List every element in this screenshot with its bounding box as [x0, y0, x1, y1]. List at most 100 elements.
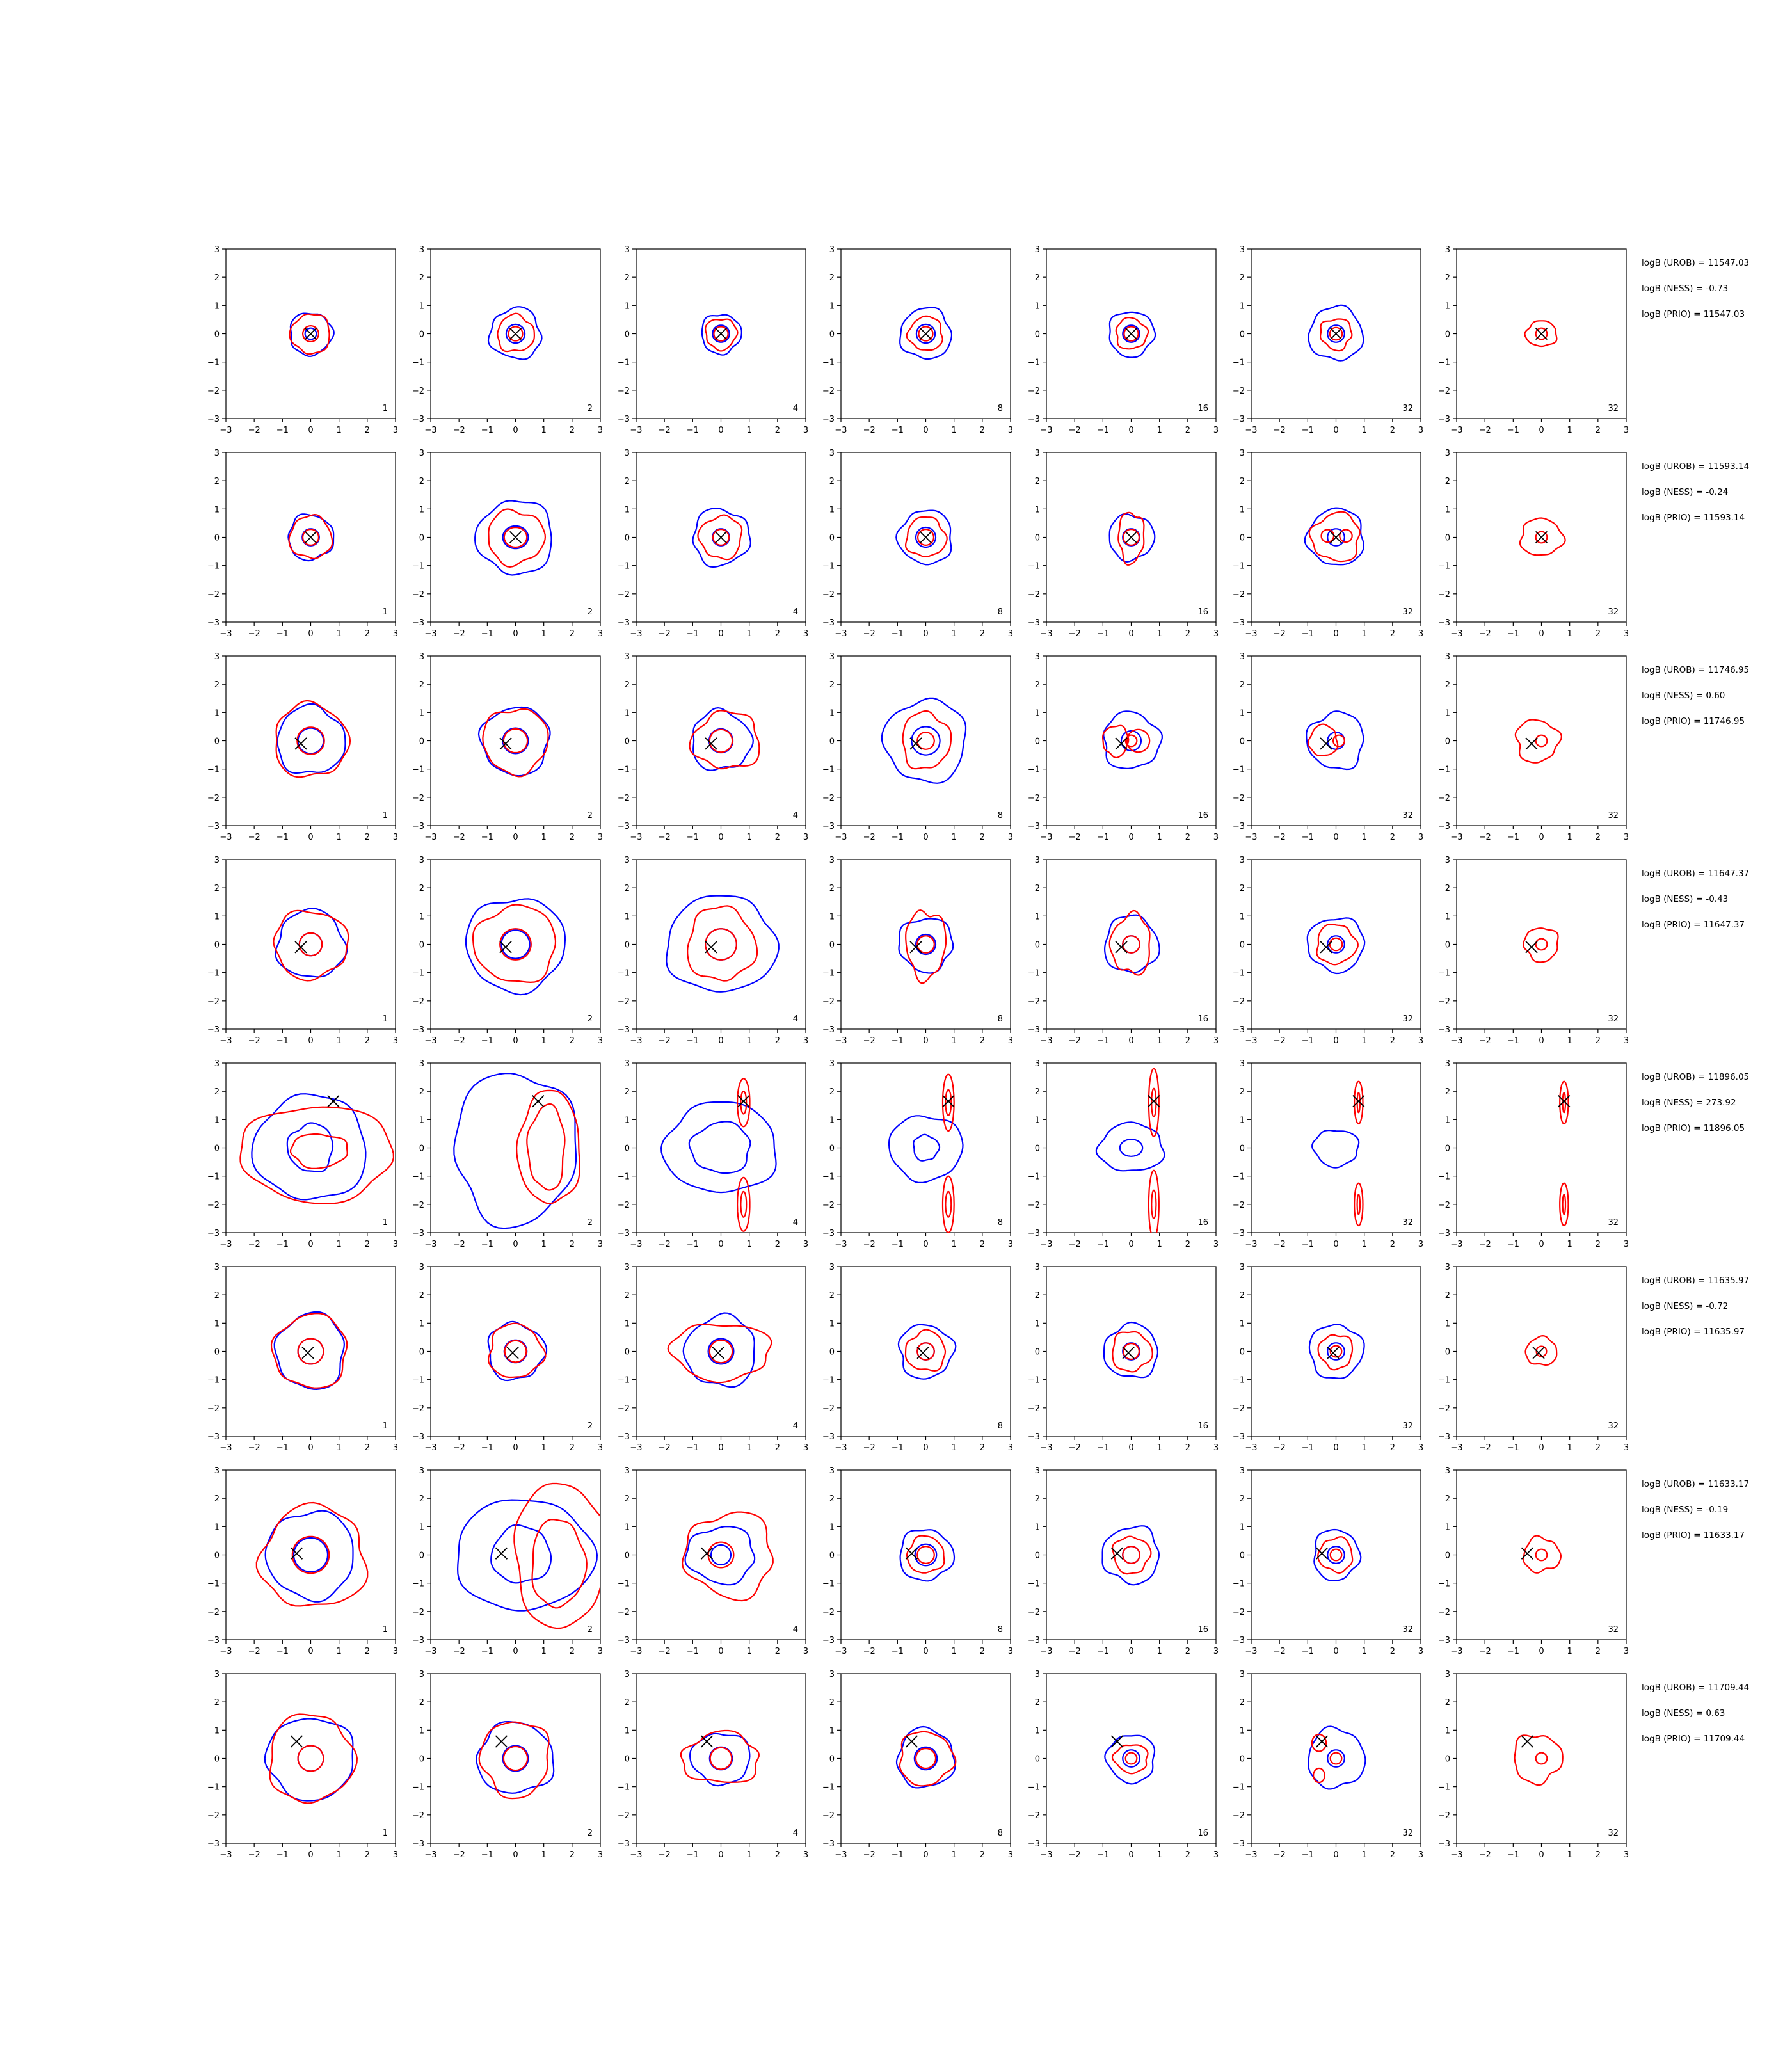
true-value-marker	[1148, 1094, 1160, 1108]
panel-r7-c5: −3−3 −2 −2 −1 −1 0 0 1 1 2 2 3 3 16	[1028, 1466, 1219, 1656]
y-tick-label: 1	[1445, 1523, 1450, 1532]
y-tick-label: 2	[625, 1087, 630, 1097]
x-tick-label: 3	[393, 1850, 398, 1860]
y-tick-label: 0	[625, 941, 630, 950]
y-tick-label: −3	[822, 1636, 835, 1645]
y-tick-label: −3	[412, 618, 424, 628]
y-tick-label: −2	[207, 1404, 220, 1414]
x-tick-label: 1	[337, 833, 342, 842]
y-tick-label: 3	[829, 1059, 835, 1069]
panel-count-label: 32	[1608, 607, 1619, 617]
y-tick-label: −2	[207, 1201, 220, 1210]
y-tick-label: −1	[1438, 765, 1450, 775]
y-tick-label: 1	[1240, 1523, 1245, 1532]
axes-frame	[430, 1469, 601, 1640]
y-tick-label: 2	[1035, 680, 1040, 690]
y-tick-label: −2	[822, 997, 835, 1007]
y-tick-label: 1	[419, 1116, 424, 1125]
plot-area	[701, 314, 742, 356]
x-tick-label: −1	[1302, 1647, 1314, 1656]
y-tick-label: −2	[1438, 1201, 1450, 1210]
y-tick-label: 3	[214, 1059, 220, 1069]
x-tick-label: 0	[1539, 426, 1544, 435]
x-tick-label: −2	[659, 426, 671, 435]
y-tick-label: 2	[829, 1087, 835, 1097]
panel-r4-c2: −3−3 −2 −2 −1 −1 0 0 1 1 2 2 3 3 2	[412, 856, 603, 1046]
y-tick-label: −2	[412, 387, 424, 396]
x-tick-label: 0	[513, 833, 518, 842]
panel-r6-c2: −3−3 −2 −2 −1 −1 0 0 1 1 2 2 3 3 2	[412, 1263, 603, 1453]
x-tick-label: −1	[892, 1647, 904, 1656]
panel-r8-c3: −3−3 −2 −2 −1 −1 0 0 1 1 2 2 3 3 4	[618, 1670, 808, 1860]
stats-row-8: logB (UROB) = 11709.44 logB (NESS) = 0.63…	[1642, 1683, 1749, 1744]
panel-r3-c6: −3−3 −2 −2 −1 −1 0 0 1 1 2 2 3 3 32	[1233, 652, 1423, 842]
x-tick-label: 2	[1185, 1036, 1190, 1046]
red-contour	[1332, 734, 1345, 748]
x-tick-label: −3	[630, 833, 642, 842]
x-tick-label: −2	[863, 1850, 876, 1860]
plot-area	[666, 895, 780, 993]
axes-frame	[1251, 1266, 1421, 1437]
plot-area	[1095, 1068, 1165, 1233]
x-tick-label: −1	[1302, 1443, 1314, 1453]
x-tick-label: −2	[1479, 426, 1491, 435]
panel-r4-c4: −3−3 −2 −2 −1 −1 0 0 1 1 2 2 3 3 8	[822, 856, 1013, 1046]
stats-row-3: logB (UROB) = 11746.95 logB (NESS) = 0.60…	[1642, 665, 1749, 726]
red-contour	[1112, 1331, 1153, 1373]
red-contour	[1308, 511, 1361, 563]
y-tick-label: −1	[1233, 358, 1245, 368]
y-tick-label: −1	[618, 1783, 630, 1793]
red-contour	[1117, 511, 1145, 566]
true-value-marker	[916, 1347, 929, 1359]
y-tick-label: −3	[822, 1839, 835, 1849]
y-tick-label: 0	[829, 534, 835, 543]
y-tick-label: −2	[207, 1608, 220, 1617]
y-tick-label: 1	[1445, 1116, 1450, 1125]
panel-count-label: 16	[1197, 404, 1208, 413]
y-tick-label: 3	[1035, 1059, 1040, 1069]
y-tick-label: −1	[412, 1580, 424, 1589]
plot-area	[1304, 507, 1365, 566]
y-tick-label: 2	[829, 1494, 835, 1504]
panel-count-label: 1	[383, 607, 388, 617]
logb-urob-label: logB (UROB) = 11746.95	[1642, 665, 1749, 675]
panel-grid: −3−3−2−2−1−1001122331−3−3−2−2−1−10011223…	[207, 245, 1629, 1860]
blue-contour	[899, 1529, 956, 1582]
y-tick-label: 2	[419, 680, 424, 690]
plot-area	[1104, 1734, 1156, 1785]
x-tick-label: −3	[220, 1647, 232, 1656]
y-tick-label: −3	[207, 1229, 220, 1238]
x-tick-label: 0	[1128, 833, 1133, 842]
y-tick-label: −2	[1233, 1201, 1245, 1210]
panel-r1-c6: −3−3 −2 −2 −1 −1 0 0 1 1 2 2 3 3 32	[1233, 245, 1423, 435]
axes-frame	[430, 655, 601, 826]
axes-frame	[1251, 859, 1421, 1030]
y-tick-label: 2	[419, 1698, 424, 1708]
panel-count-label: 4	[793, 1828, 798, 1838]
x-tick-label: −1	[1507, 1647, 1519, 1656]
x-tick-label: −3	[1450, 1850, 1462, 1860]
panel-count-label: 1	[383, 1014, 388, 1024]
x-tick-label: 3	[393, 1647, 398, 1656]
axes-frame	[1456, 1469, 1627, 1640]
y-tick-label: 3	[1240, 856, 1245, 865]
y-tick-label: −3	[1438, 822, 1450, 831]
red-contour	[705, 928, 737, 961]
x-tick-label: 3	[598, 426, 603, 435]
y-tick-label: −2	[822, 1811, 835, 1821]
blue-contour	[474, 500, 552, 576]
x-tick-label: −2	[1274, 1036, 1286, 1046]
x-tick-label: −3	[424, 1647, 436, 1656]
logb-urob-label: logB (UROB) = 11547.03	[1642, 258, 1749, 268]
log-bayes-stats: logB (UROB) = 11547.03 logB (NESS) = -0.7…	[1642, 258, 1749, 1744]
axes-frame	[636, 1266, 806, 1437]
y-tick-label: 2	[829, 1291, 835, 1300]
y-tick-label: 3	[419, 1059, 424, 1069]
axes-frame	[430, 1266, 601, 1437]
true-value-marker	[294, 737, 307, 750]
x-tick-label: 2	[1596, 426, 1601, 435]
blue-contour	[1306, 710, 1364, 771]
panel-count-label: 8	[998, 607, 1003, 617]
y-tick-label: −2	[412, 1404, 424, 1414]
x-tick-label: 1	[747, 629, 752, 639]
